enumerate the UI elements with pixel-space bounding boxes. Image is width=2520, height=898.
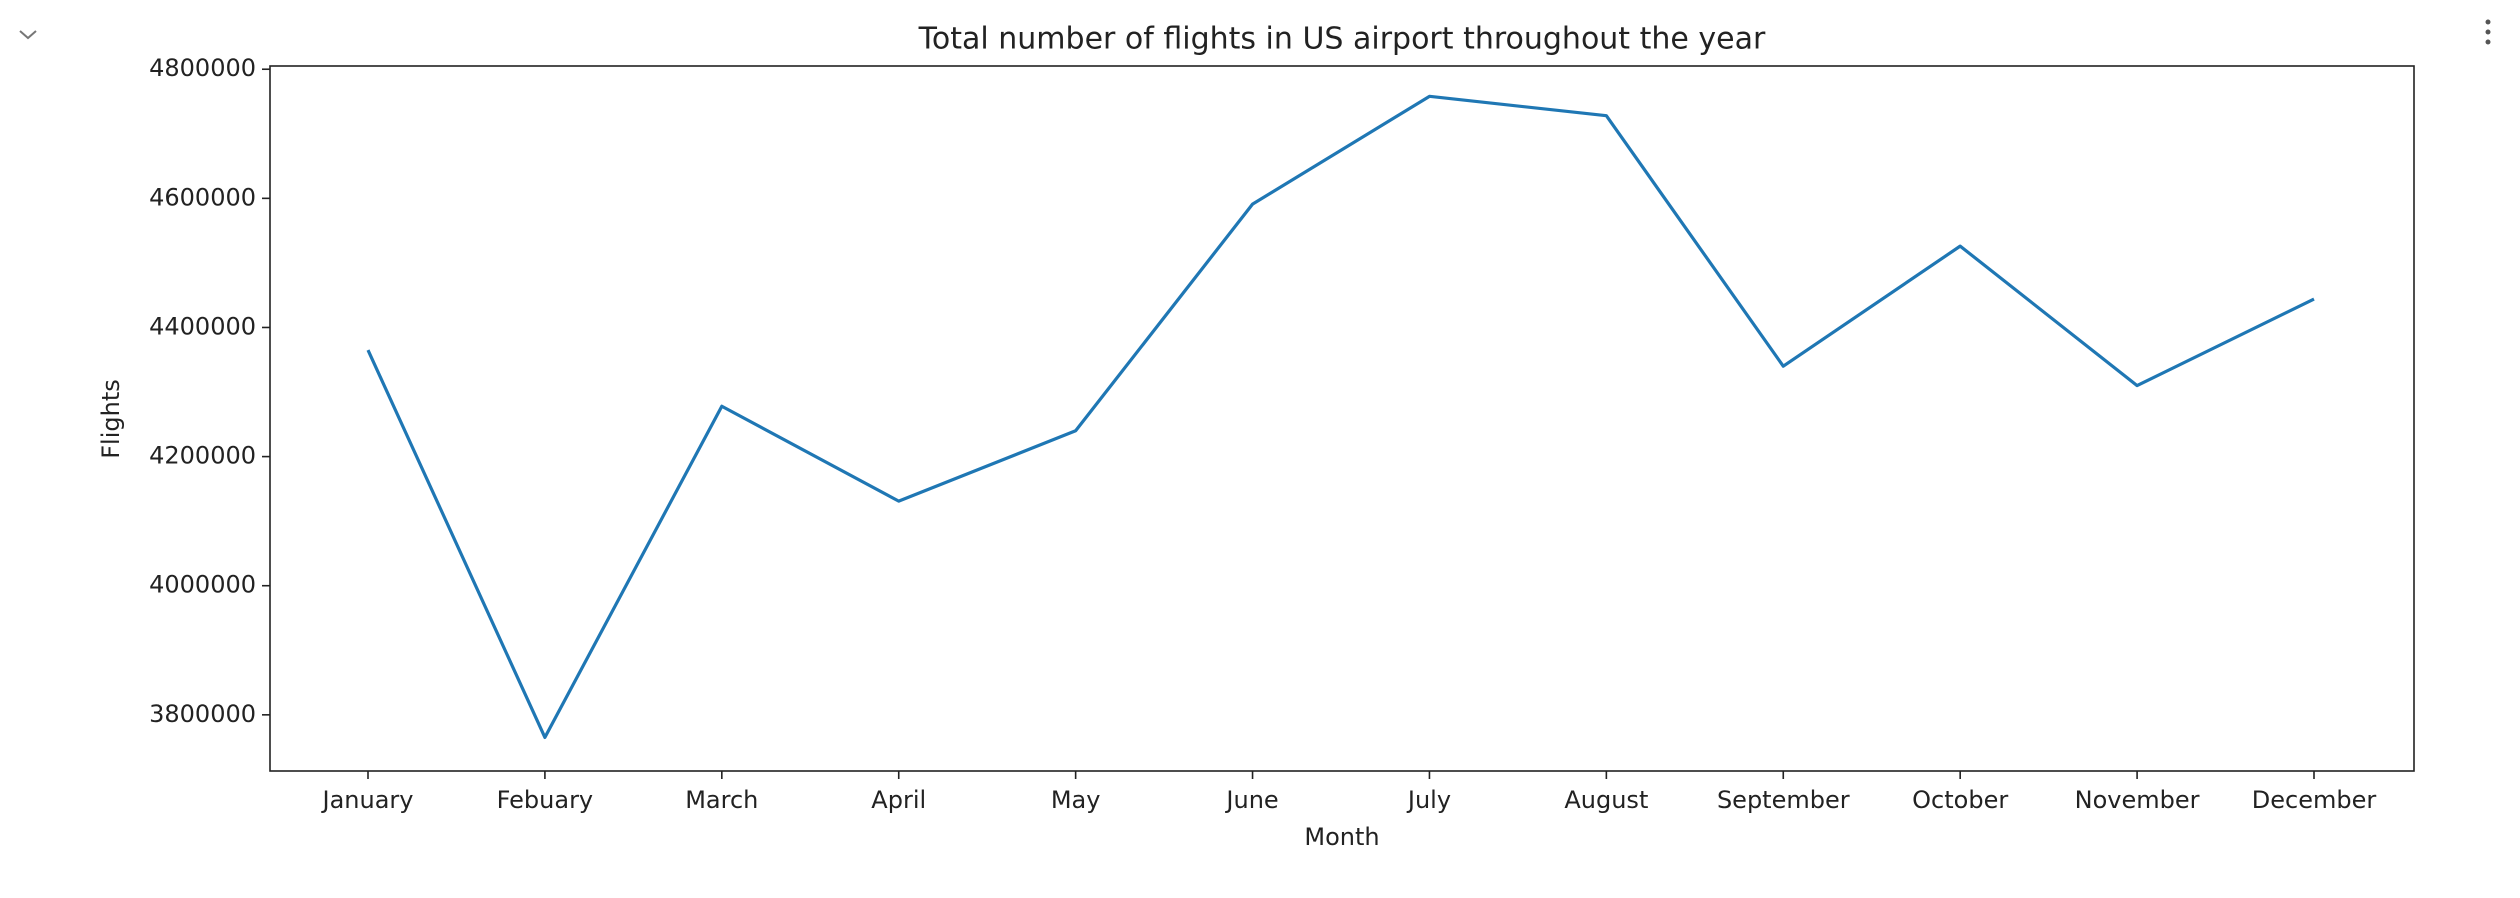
y-tick-label: 4400000 (149, 312, 256, 340)
x-tick-label: March (685, 786, 758, 814)
y-tick-label: 3800000 (149, 700, 256, 728)
x-tick-label: October (1912, 786, 2008, 814)
chart-title: Total number of flights in US airport th… (918, 22, 1766, 57)
x-axis-label: Month (1304, 823, 1379, 851)
y-tick-label: 4200000 (149, 442, 256, 470)
plot-frame (269, 65, 2415, 772)
x-tick-label: January (321, 786, 414, 814)
x-tick-label: September (1717, 786, 1850, 814)
y-tick-label: 4600000 (149, 183, 256, 211)
y-tick-label: 4000000 (149, 571, 256, 599)
collapse-icon[interactable] (19, 30, 37, 40)
x-tick-label: June (1224, 786, 1278, 814)
x-tick-label: May (1051, 786, 1101, 814)
x-tick-label: August (1564, 786, 1648, 814)
x-tick-label: April (871, 786, 926, 814)
x-tick-label: July (1406, 786, 1451, 814)
y-tick-label: 4800000 (149, 54, 256, 82)
line-series (366, 94, 2315, 740)
menu-icon[interactable] (2485, 19, 2491, 45)
x-tick-label: Febuary (497, 786, 593, 814)
x-tick-label: November (2075, 786, 2200, 814)
y-axis-label: Flights (97, 379, 125, 459)
x-tick-label: December (2252, 786, 2377, 814)
